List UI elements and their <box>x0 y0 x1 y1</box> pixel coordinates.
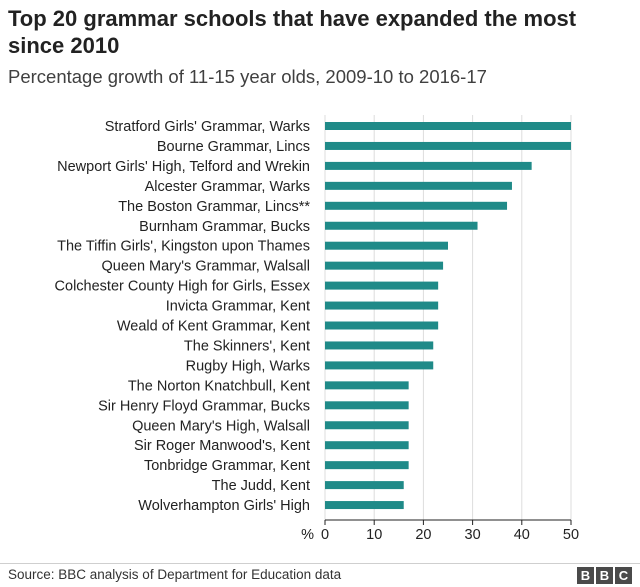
chart-title: Top 20 grammar schools that have expande… <box>8 6 577 58</box>
footer-divider <box>0 563 640 564</box>
x-tick-label: 0 <box>321 527 329 543</box>
x-tick-label: 50 <box>563 527 579 543</box>
bar <box>325 261 444 270</box>
bar <box>325 221 478 230</box>
bar <box>325 461 409 470</box>
category-label: The Boston Grammar, Lincs** <box>118 199 310 215</box>
category-label: Burnham Grammar, Bucks <box>139 219 310 235</box>
bar <box>325 321 439 330</box>
category-label: The Skinners', Kent <box>184 338 310 354</box>
bar <box>325 241 448 250</box>
category-label: Weald of Kent Grammar, Kent <box>117 319 310 335</box>
bar <box>325 341 434 350</box>
logo-letter: B <box>577 567 594 584</box>
x-unit-label: % <box>301 527 314 543</box>
bar <box>325 281 439 290</box>
bbc-logo: B B C <box>577 567 632 584</box>
bar-chart: Stratford Girls' Grammar, Warks Bourne Gr… <box>55 115 579 543</box>
bar <box>325 141 571 150</box>
category-label: Tonbridge Grammar, Kent <box>144 458 310 474</box>
category-label: Bourne Grammar, Lincs <box>157 139 310 155</box>
category-label: Queen Mary's High, Walsall <box>132 418 310 434</box>
bar <box>325 161 532 170</box>
category-label: Sir Roger Manwood's, Kent <box>134 438 310 454</box>
bar <box>325 421 409 430</box>
x-tick-label: 10 <box>366 527 382 543</box>
bar <box>325 401 409 410</box>
x-tick-label: 40 <box>514 527 530 543</box>
x-tick-label: 20 <box>415 527 431 543</box>
category-label: Invicta Grammar, Kent <box>166 299 310 315</box>
category-label: The Tiffin Girls', Kingston upon Thames <box>57 239 310 255</box>
bar <box>325 381 409 390</box>
category-label: Wolverhampton Girls' High <box>138 498 310 514</box>
category-label: Rugby High, Warks <box>186 358 310 374</box>
category-label: The Norton Knatchbull, Kent <box>128 378 310 394</box>
category-label: Queen Mary's Grammar, Walsall <box>101 259 310 275</box>
logo-letter: C <box>615 567 632 584</box>
logo-letter: B <box>596 567 613 584</box>
category-label: Colchester County High for Girls, Essex <box>55 279 311 295</box>
source-note: Source: BBC analysis of Department for E… <box>8 567 342 582</box>
bar <box>325 201 508 210</box>
category-label: Newport Girls' High, Telford and Wrekin <box>57 159 310 175</box>
bar <box>325 441 409 450</box>
category-label: Alcester Grammar, Warks <box>145 179 310 195</box>
bar <box>325 361 434 370</box>
x-tick-label: 30 <box>465 527 481 543</box>
category-label: The Judd, Kent <box>212 478 310 494</box>
category-label: Stratford Girls' Grammar, Warks <box>105 119 310 135</box>
bar <box>325 501 404 510</box>
chart-subtitle: Percentage growth of 11-15 year olds, 20… <box>8 66 487 87</box>
bar <box>325 481 404 490</box>
category-label: Sir Henry Floyd Grammar, Bucks <box>98 398 310 414</box>
bar <box>325 181 512 190</box>
bar <box>325 122 571 130</box>
bar <box>325 301 439 310</box>
